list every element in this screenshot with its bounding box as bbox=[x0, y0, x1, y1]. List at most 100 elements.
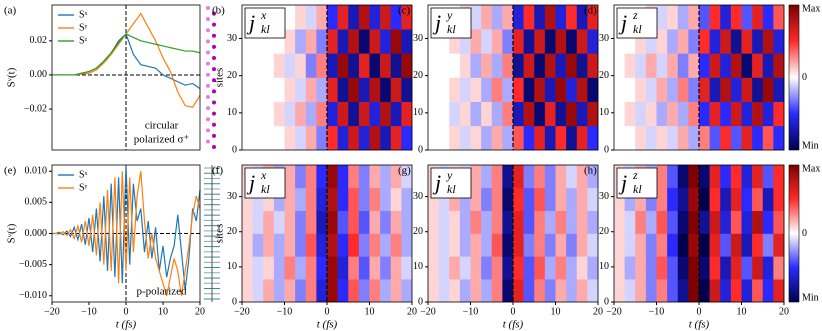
label-box bbox=[616, 167, 658, 199]
heatmap-cell bbox=[614, 187, 625, 211]
label-box bbox=[616, 7, 658, 39]
heatmap-cell bbox=[555, 77, 567, 102]
heatmap-cell bbox=[762, 29, 774, 54]
heatmap-cell bbox=[688, 5, 700, 30]
heatmap-cell bbox=[369, 279, 381, 303]
heatmap-cell bbox=[273, 279, 285, 303]
heatmap-cell bbox=[534, 256, 546, 280]
panel-label: (f) bbox=[212, 165, 223, 177]
heatmap-cell bbox=[295, 5, 307, 30]
heatmap-cell bbox=[491, 279, 503, 303]
heatmap-cell bbox=[348, 210, 360, 234]
y-tick-label: −0.005 bbox=[19, 259, 47, 270]
heatmap-cell bbox=[635, 256, 647, 280]
heatmap-cell bbox=[316, 29, 328, 54]
heatmap-cell bbox=[358, 29, 370, 54]
y-tick-label: 30 bbox=[227, 33, 237, 44]
heatmap-cell bbox=[752, 53, 764, 78]
heatmap-cell bbox=[720, 279, 732, 303]
heatmap-cell bbox=[470, 233, 482, 257]
heatmap-cell bbox=[295, 210, 307, 234]
heatmap-cell bbox=[688, 53, 700, 78]
heatmap-cell bbox=[773, 187, 785, 211]
annotation: polarized σ⁺ bbox=[134, 134, 190, 146]
heatmap-cell bbox=[773, 256, 785, 280]
heatmap-cell bbox=[614, 125, 625, 151]
colorbar-label: Max bbox=[802, 163, 820, 174]
heatmap-cell bbox=[491, 165, 503, 189]
heatmap-cell bbox=[523, 233, 535, 257]
heatmap-cell bbox=[534, 125, 546, 151]
heatmap-cell bbox=[449, 210, 461, 234]
heatmap-cell bbox=[401, 5, 413, 30]
heatmap-cell bbox=[459, 187, 471, 211]
annotation: p-polarized bbox=[136, 286, 187, 298]
heatmap-cell bbox=[699, 5, 710, 30]
heatmap-cell bbox=[491, 256, 503, 280]
y-axis-label: sites bbox=[214, 224, 226, 244]
heatmap-cell bbox=[449, 233, 461, 257]
heatmap-cell bbox=[699, 210, 710, 234]
heatmap-cell bbox=[741, 187, 753, 211]
heatmap-cell bbox=[438, 77, 450, 102]
heatmap-cell bbox=[555, 187, 567, 211]
heatmap-cell bbox=[327, 210, 338, 234]
heatmap-cell bbox=[369, 256, 381, 280]
series-line bbox=[52, 33, 201, 76]
chain-atom bbox=[212, 89, 216, 94]
heatmap-cell bbox=[502, 29, 514, 54]
heatmap-cell bbox=[566, 279, 578, 303]
heatmap-cell bbox=[677, 5, 689, 30]
heatmap-cell bbox=[576, 279, 588, 303]
y-tick-label: 0 bbox=[418, 144, 423, 155]
heatmap-cell bbox=[720, 125, 732, 151]
heatmap-cell bbox=[284, 165, 296, 189]
heatmap-cell bbox=[337, 53, 349, 78]
heatmap-cell bbox=[730, 210, 742, 234]
colorbar bbox=[788, 164, 800, 303]
heatmap-cell bbox=[401, 187, 413, 211]
heatmap-cell bbox=[523, 53, 535, 78]
heatmap-cell bbox=[688, 233, 700, 257]
heatmap-cell bbox=[566, 125, 578, 151]
heatmap-cell bbox=[316, 187, 328, 211]
heatmap-cell bbox=[348, 125, 360, 151]
heatmap-cell bbox=[752, 165, 764, 189]
heatmap-cell bbox=[677, 279, 689, 303]
x-tick-label: −20 bbox=[606, 306, 622, 317]
heatmap-cell bbox=[502, 101, 514, 127]
heatmap-cell bbox=[390, 256, 402, 280]
heatmap-cell bbox=[587, 279, 599, 303]
heatmap-cell bbox=[730, 125, 742, 151]
heatmap-cell bbox=[614, 279, 625, 303]
heatmap-cell bbox=[730, 279, 742, 303]
heatmap-cell bbox=[401, 165, 413, 189]
heatmap-cell bbox=[438, 279, 450, 303]
heatmap-cell bbox=[273, 101, 285, 127]
heatmap-cell bbox=[555, 101, 567, 127]
heatmap-cell bbox=[481, 187, 493, 211]
heatmap-cell bbox=[369, 210, 381, 234]
heatmap-cell bbox=[348, 5, 360, 30]
heatmap-cell bbox=[316, 77, 328, 102]
heatmap-cell bbox=[773, 233, 785, 257]
y-tick-label: 30 bbox=[413, 33, 423, 44]
heatmap-cell bbox=[709, 5, 721, 30]
heatmap-cell bbox=[380, 125, 392, 151]
heatmap-cell bbox=[762, 256, 774, 280]
heatmap-cell bbox=[263, 77, 275, 102]
heatmap-cell bbox=[263, 256, 275, 280]
heatmap-cell bbox=[730, 5, 742, 30]
y-tick-label: 20 bbox=[599, 226, 609, 237]
colorbar bbox=[788, 4, 800, 151]
heatmap-cell bbox=[502, 210, 514, 234]
heatmap-cell bbox=[709, 77, 721, 102]
heatmap-cell bbox=[752, 256, 764, 280]
heatmap-cell bbox=[720, 233, 732, 257]
heatmap-cell bbox=[709, 165, 721, 189]
x-tick-label: 10 bbox=[158, 306, 168, 317]
heatmap-cell bbox=[667, 165, 679, 189]
heatmap-cell bbox=[773, 210, 785, 234]
heatmap-cell bbox=[614, 233, 625, 257]
y-axis-label: sites bbox=[214, 68, 226, 88]
